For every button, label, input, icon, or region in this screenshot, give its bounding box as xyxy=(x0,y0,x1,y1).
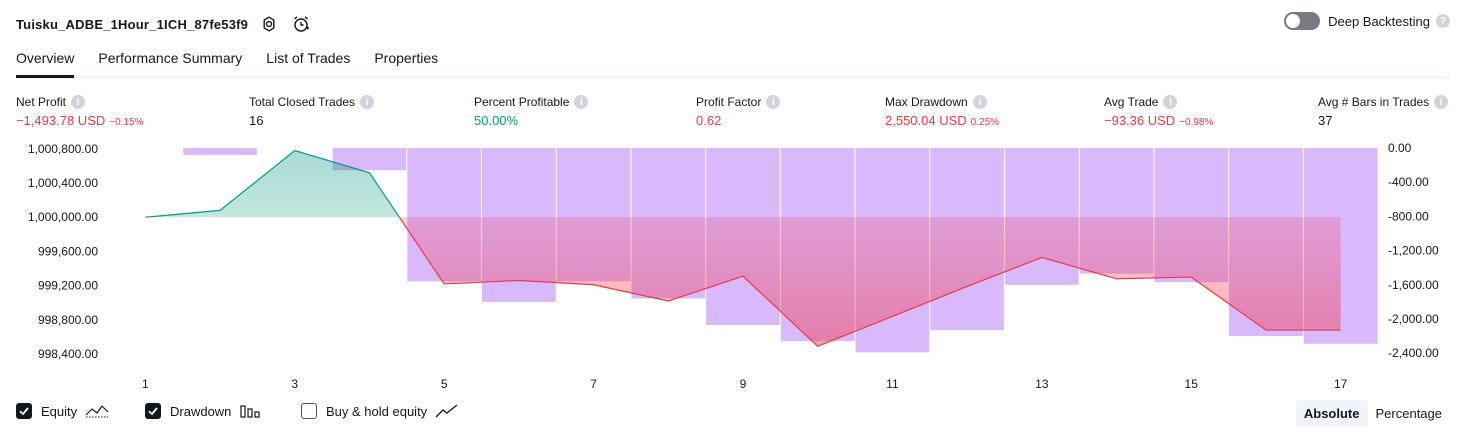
report-tabs: Overview Performance Summary List of Tra… xyxy=(16,48,1450,79)
metric-total-closed-trades: Total Closed Trades i 16 xyxy=(249,94,375,128)
x-axis-tick-label: 11 xyxy=(886,377,899,391)
left-axis-tick-label: 998,800.00 xyxy=(38,313,98,327)
equity-line-icon xyxy=(85,403,109,419)
drawdown-bar xyxy=(332,148,407,171)
left-axis-tick-label: 1,000,800.00 xyxy=(28,142,98,156)
question-icon[interactable]: i xyxy=(71,95,86,109)
metric-label: Percent Profitable xyxy=(474,95,570,109)
tab-list-of-trades[interactable]: List of Trades xyxy=(266,50,351,66)
legend-drawdown[interactable]: Drawdown xyxy=(145,403,261,419)
deep-backtesting-label: Deep Backtesting xyxy=(1328,13,1430,29)
metric-value: 2,550.04 USD xyxy=(885,113,967,128)
metric-avg-trade: Avg Trade i −93.36 USD −0.98% xyxy=(1104,94,1213,128)
left-axis-tick-label: 999,200.00 xyxy=(38,279,98,293)
right-axis-tick-label: -1,600.00 xyxy=(1388,278,1439,292)
metric-value: 37 xyxy=(1318,113,1333,128)
gear-icon[interactable] xyxy=(258,13,280,35)
metric-value: −93.36 USD xyxy=(1104,113,1176,128)
x-axis-tick-label: 3 xyxy=(291,377,298,391)
legend-label: Buy & hold equity xyxy=(326,403,428,419)
left-axis-tick-label: 1,000,000.00 xyxy=(28,210,98,224)
right-axis-tick-label: -400.00 xyxy=(1388,175,1429,189)
metric-percent: −0.15% xyxy=(109,117,144,128)
x-axis-tick-label: 9 xyxy=(740,377,747,391)
percentage-option[interactable]: Percentage xyxy=(1375,406,1443,421)
question-icon[interactable]: i xyxy=(1434,95,1449,109)
bars-icon xyxy=(239,403,261,419)
tab-properties[interactable]: Properties xyxy=(374,50,439,66)
right-axis-tick-label: -2,000.00 xyxy=(1388,312,1439,326)
left-axis-tick-label: 1,000,400.00 xyxy=(28,176,98,190)
equity-drawdown-chart: 1,000,800.00 1,000,400.00 1,000,000.00 999,… xyxy=(28,141,1439,391)
metric-max-drawdown: Max Drawdown i 2,550.04 USD 0.25% xyxy=(885,94,999,128)
equity-line-loss xyxy=(145,217,1341,348)
tab-overview[interactable]: Overview xyxy=(16,48,75,78)
equity-checkbox[interactable] xyxy=(16,403,32,419)
right-axis-tick-label: -800.00 xyxy=(1388,209,1429,223)
deep-backtesting: Deep Backtesting ? xyxy=(1284,12,1450,30)
question-icon[interactable]: i xyxy=(766,95,781,109)
strategy-name: Tuisku_ADBE_1Hour_1ICH_87fe53f9 xyxy=(16,16,249,32)
metric-value: 16 xyxy=(249,113,264,128)
legend-label: Equity xyxy=(41,403,78,419)
metric-label: Profit Factor xyxy=(696,95,762,109)
legend-buy-hold-equity[interactable]: Buy & hold equity xyxy=(301,403,459,419)
left-axis-tick-label: 998,400.00 xyxy=(38,347,98,361)
strategy-header: Tuisku_ADBE_1Hour_1ICH_87fe53f9 xyxy=(16,12,1450,36)
metric-percent: 0.25% xyxy=(970,117,1000,128)
view-toggle: Absolute Percentage xyxy=(1295,400,1450,427)
left-axis-tick-label: 999,600.00 xyxy=(38,244,98,258)
x-axis-tick-label: 17 xyxy=(1334,377,1348,391)
metric-label: Net Profit xyxy=(16,95,67,109)
metric-label: Max Drawdown xyxy=(885,95,968,109)
right-axis-tick-label: -1,200.00 xyxy=(1388,244,1439,258)
metric-value: 50.00% xyxy=(474,113,519,128)
equity-gain-area xyxy=(145,150,1341,218)
question-icon[interactable]: i xyxy=(574,95,589,109)
equity-loss-area xyxy=(399,217,1341,347)
legend-label: Drawdown xyxy=(170,403,232,419)
x-axis-tick-label: 13 xyxy=(1035,377,1049,391)
metric-percent: −0.98% xyxy=(1179,117,1214,128)
metric-label: Avg # Bars in Trades xyxy=(1318,95,1430,109)
question-icon[interactable]: i xyxy=(360,95,375,109)
x-axis-tick-label: 7 xyxy=(590,377,597,391)
metric-avg-bars-in-trades: Avg # Bars in Trades i 37 xyxy=(1318,94,1449,128)
legend-equity[interactable]: Equity xyxy=(16,403,109,419)
metric-value: −1,493.78 USD xyxy=(16,113,106,128)
right-axis-tick-label: 0.00 xyxy=(1388,141,1412,155)
question-icon[interactable]: ? xyxy=(1436,14,1450,28)
drawdown-checkbox[interactable] xyxy=(145,403,161,419)
x-axis-tick-label: 5 xyxy=(441,377,448,391)
metric-net-profit: Net Profit i −1,493.78 USD −0.15% xyxy=(16,94,143,128)
metric-percent-profitable: Percent Profitable i 50.00% xyxy=(474,94,589,128)
equity-line-gain xyxy=(145,149,401,218)
metric-profit-factor: Profit Factor i 0.62 xyxy=(696,94,781,128)
deep-backtesting-toggle[interactable] xyxy=(1284,12,1321,30)
x-axis-tick-label: 1 xyxy=(142,377,149,391)
question-icon[interactable]: i xyxy=(972,95,987,109)
absolute-option[interactable]: Absolute xyxy=(1295,400,1368,427)
metric-label: Total Closed Trades xyxy=(249,95,356,109)
question-icon[interactable]: i xyxy=(1163,95,1178,109)
right-axis-tick-label: -2,400.00 xyxy=(1388,346,1439,360)
buy-hold-checkbox[interactable] xyxy=(301,403,317,419)
x-axis-tick-label: 15 xyxy=(1185,377,1199,391)
metric-value: 0.62 xyxy=(696,113,722,128)
trend-line-icon xyxy=(435,403,459,419)
tab-performance-summary[interactable]: Performance Summary xyxy=(98,50,243,66)
alarm-clock-icon[interactable] xyxy=(290,13,312,35)
metric-label: Avg Trade xyxy=(1104,95,1159,109)
drawdown-bar xyxy=(183,148,257,155)
